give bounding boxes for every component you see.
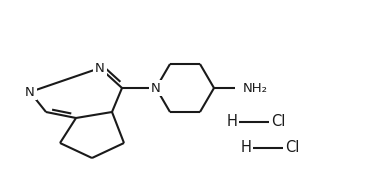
Text: NH₂: NH₂ [243,82,268,95]
Text: H: H [226,114,237,130]
Text: Cl: Cl [285,140,299,156]
Text: Cl: Cl [271,114,285,130]
Text: H: H [240,140,251,156]
Text: N: N [151,82,161,95]
Text: N: N [95,62,105,75]
Text: N: N [25,85,35,98]
